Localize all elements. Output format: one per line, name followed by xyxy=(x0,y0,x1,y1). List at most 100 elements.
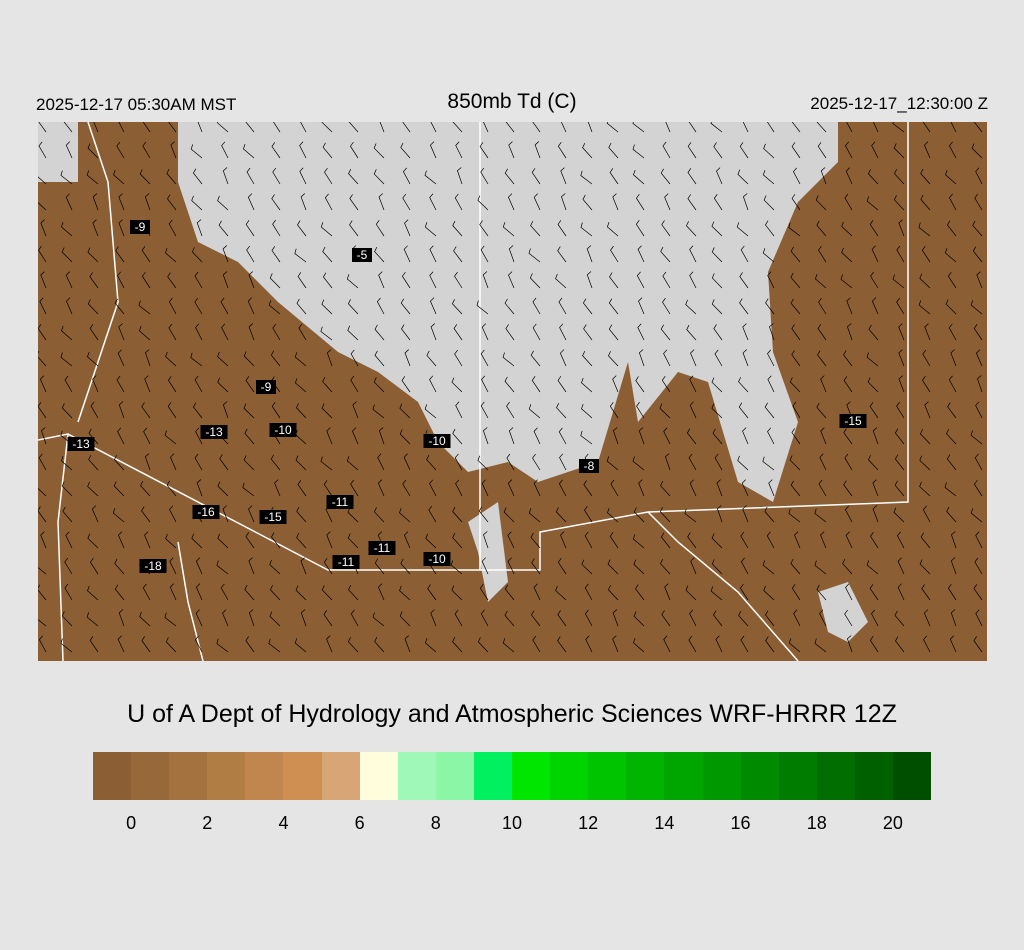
wind-barb xyxy=(348,585,359,601)
wind-barb xyxy=(533,427,541,445)
wind-barb xyxy=(975,167,983,185)
wind-barb xyxy=(269,559,281,575)
wind-barb xyxy=(586,245,593,263)
wind-barb xyxy=(893,507,905,523)
wind-barb xyxy=(948,193,957,211)
wind-barb xyxy=(141,246,151,263)
wind-barb xyxy=(505,324,515,341)
wind-barb xyxy=(507,193,515,211)
wind-barb xyxy=(38,567,47,575)
wind-barb xyxy=(974,557,983,575)
wind-barb xyxy=(533,193,541,211)
wind-barb xyxy=(767,349,775,367)
wind-barb xyxy=(429,271,437,289)
wind-barb xyxy=(118,122,125,133)
wind-barb xyxy=(975,401,983,419)
wind-barb xyxy=(454,609,463,627)
svg-text:-11: -11 xyxy=(338,555,355,569)
wind-barb xyxy=(819,609,827,627)
wind-barb xyxy=(612,375,619,393)
wind-barb xyxy=(530,350,541,367)
wind-barb xyxy=(581,403,593,419)
wind-barb xyxy=(740,531,749,549)
station-label: -10 xyxy=(423,434,451,448)
svg-text:-8: -8 xyxy=(584,459,595,473)
wind-barb xyxy=(245,532,255,549)
wind-barb xyxy=(690,349,697,367)
wind-barb xyxy=(663,427,671,445)
station-label: -5 xyxy=(352,248,372,262)
colorbar-swatch xyxy=(207,752,246,800)
wind-barb xyxy=(373,143,385,159)
wind-barb xyxy=(139,611,151,627)
wind-barb xyxy=(141,636,151,653)
wind-barb xyxy=(711,273,723,289)
wind-barb xyxy=(197,122,203,133)
wind-barb xyxy=(660,246,671,263)
wind-barb xyxy=(609,402,619,419)
wind-barb xyxy=(297,480,307,497)
wind-barb xyxy=(324,193,333,211)
wind-barb xyxy=(430,297,437,315)
wind-barb xyxy=(373,377,385,393)
wind-barb xyxy=(977,375,983,393)
wind-barb xyxy=(193,402,203,419)
wind-barb xyxy=(763,143,775,159)
wind-barb xyxy=(531,610,541,627)
wind-barb xyxy=(766,531,775,549)
wind-barb xyxy=(222,271,229,289)
wind-barb xyxy=(320,222,333,237)
wind-barb xyxy=(87,143,99,159)
wind-barb xyxy=(477,455,489,471)
wind-barb xyxy=(401,376,411,393)
colorbar-swatch xyxy=(397,752,436,800)
wind-barb xyxy=(762,456,775,471)
wind-barb xyxy=(950,609,957,627)
wind-barb xyxy=(141,402,151,419)
wind-barb xyxy=(659,403,671,419)
wind-barb xyxy=(194,375,203,393)
wind-barb xyxy=(819,453,827,471)
wind-barb xyxy=(269,585,281,601)
wind-barb xyxy=(378,583,385,601)
colorbar-swatch xyxy=(359,752,398,800)
svg-text:-9: -9 xyxy=(261,380,272,394)
colorbar-swatch xyxy=(626,752,665,800)
wind-barb xyxy=(769,323,775,341)
wind-barb xyxy=(170,453,177,471)
wind-barb xyxy=(788,222,801,237)
wind-barb xyxy=(608,351,619,367)
station-label: -15 xyxy=(839,414,867,428)
wind-barb xyxy=(507,531,515,549)
wind-barb xyxy=(608,298,619,315)
wind-barb xyxy=(946,429,957,445)
wind-barb xyxy=(114,558,125,575)
colorbar-swatch xyxy=(245,752,284,800)
wind-barb xyxy=(502,638,515,653)
wind-barb xyxy=(584,583,593,601)
wind-barb xyxy=(86,612,99,627)
wind-barb xyxy=(399,507,411,523)
wind-barb xyxy=(400,142,411,159)
wind-barb xyxy=(873,122,879,133)
wind-barb xyxy=(195,557,203,575)
colorbar-tick-label: 8 xyxy=(430,813,441,833)
wind-barb xyxy=(117,427,125,445)
wind-barb xyxy=(453,324,463,341)
wind-barb xyxy=(295,585,307,601)
wind-barb xyxy=(872,427,879,445)
wind-barb xyxy=(920,532,931,549)
wind-barb xyxy=(868,324,879,341)
wind-barb xyxy=(816,402,827,419)
wind-barb xyxy=(607,559,619,575)
wind-barb xyxy=(711,377,723,393)
wind-barb xyxy=(272,323,281,341)
wind-barb xyxy=(633,611,645,627)
wind-barb xyxy=(38,453,47,471)
wind-barb xyxy=(606,456,619,471)
wind-barb xyxy=(321,585,333,601)
wind-barb xyxy=(476,300,489,315)
dry-regions xyxy=(38,122,987,661)
wind-barb xyxy=(610,245,619,263)
wind-barb xyxy=(660,481,671,497)
